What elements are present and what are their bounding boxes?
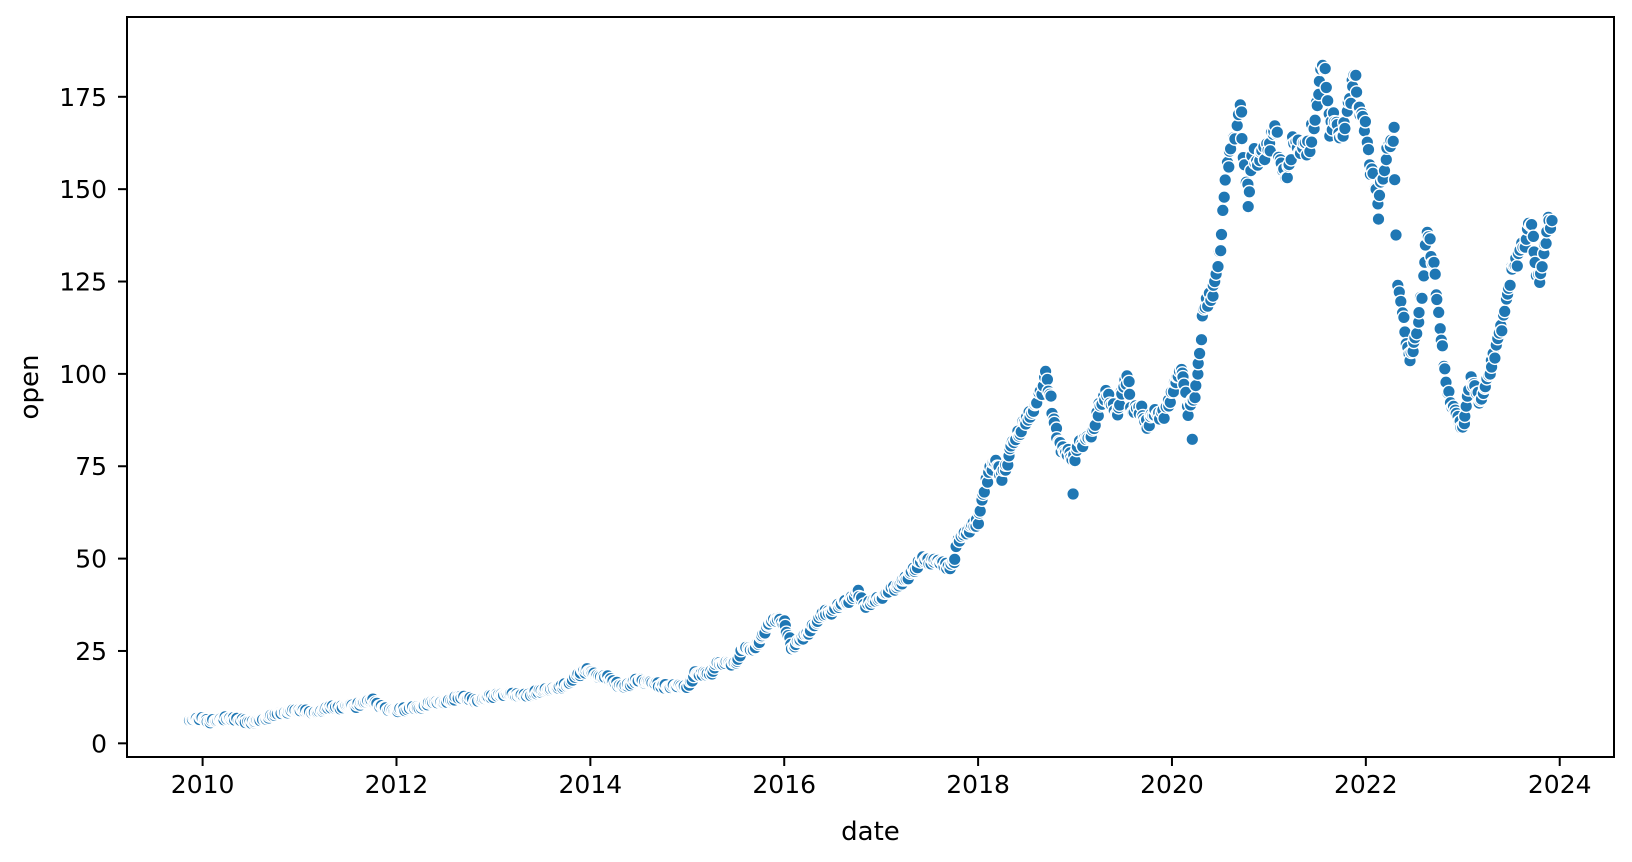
x-tick-label: 2020	[1140, 770, 1204, 799]
data-point	[1337, 121, 1352, 136]
data-point	[1426, 255, 1441, 270]
x-axis-ticks: 2010 2012 2014 2016 2018 2020 2022 2024	[171, 757, 1592, 799]
data-point	[1122, 374, 1137, 389]
data-point	[1379, 152, 1394, 167]
data-point	[1185, 432, 1200, 447]
data-point	[1437, 361, 1452, 376]
data-point	[1396, 310, 1411, 325]
x-tick-label: 2024	[1528, 770, 1592, 799]
y-tick-label: 100	[59, 360, 107, 389]
data-point	[1431, 305, 1446, 320]
data-point	[1234, 131, 1249, 146]
data-point	[1215, 203, 1230, 218]
data-point	[1318, 61, 1333, 76]
data-point	[1241, 199, 1256, 214]
data-point	[1386, 134, 1401, 149]
data-point	[1539, 236, 1554, 251]
data-point	[1387, 120, 1402, 135]
data-point	[1214, 227, 1229, 242]
data-point	[1526, 229, 1541, 244]
data-point	[1433, 321, 1448, 336]
data-point	[1358, 114, 1373, 129]
data-point	[1043, 389, 1058, 404]
data-point	[1242, 184, 1257, 199]
y-tick-label: 125	[59, 268, 107, 297]
data-point	[1194, 332, 1209, 347]
data-point	[1221, 159, 1236, 174]
y-tick-label: 0	[91, 729, 107, 758]
data-point	[1497, 304, 1512, 319]
data-point	[1416, 268, 1431, 283]
data-point	[1372, 188, 1387, 203]
data-point	[1544, 213, 1559, 228]
data-point	[1487, 351, 1502, 366]
data-point	[1188, 378, 1203, 393]
scatter-points	[182, 58, 1559, 731]
data-point	[1213, 243, 1228, 258]
data-point	[1361, 142, 1376, 157]
x-tick-label: 2014	[559, 770, 623, 799]
x-tick-label: 2018	[946, 770, 1010, 799]
data-point	[1192, 346, 1207, 361]
data-point	[1218, 172, 1233, 187]
x-tick-label: 2012	[365, 770, 429, 799]
y-axis-ticks: 0 25 50 75 100 125 150 175	[59, 83, 127, 758]
data-point	[1510, 259, 1525, 274]
data-point	[1409, 326, 1424, 341]
data-point	[1411, 305, 1426, 320]
y-tick-label: 150	[59, 175, 107, 204]
data-point	[1524, 217, 1539, 232]
data-point	[1348, 68, 1363, 83]
data-point	[1320, 93, 1335, 108]
data-point	[1308, 113, 1323, 128]
data-point	[1157, 411, 1172, 426]
data-point	[1393, 294, 1408, 309]
data-point	[1371, 212, 1386, 227]
data-point	[1040, 372, 1055, 387]
data-point	[1319, 80, 1334, 95]
data-point	[1217, 190, 1232, 205]
data-point	[1066, 487, 1081, 502]
data-point	[1435, 338, 1450, 353]
data-point	[1423, 231, 1438, 246]
data-point	[1535, 259, 1550, 274]
data-point	[1429, 292, 1444, 307]
data-point	[1428, 267, 1443, 282]
data-point	[1388, 227, 1403, 242]
data-point	[947, 552, 962, 567]
data-point	[1210, 259, 1225, 274]
data-point	[1122, 387, 1137, 402]
data-point	[1280, 170, 1295, 185]
x-tick-label: 2010	[171, 770, 235, 799]
x-tick-label: 2016	[752, 770, 816, 799]
y-tick-label: 75	[75, 452, 107, 481]
x-tick-label: 2022	[1334, 770, 1398, 799]
data-point	[1349, 85, 1364, 100]
data-point	[1270, 125, 1285, 140]
y-tick-label: 25	[75, 637, 107, 666]
y-tick-label: 175	[59, 83, 107, 112]
x-axis-label: date	[841, 817, 900, 847]
data-point	[1304, 135, 1319, 150]
data-point	[1187, 390, 1202, 405]
y-axis-label: open	[15, 355, 45, 420]
data-point	[1503, 278, 1518, 293]
data-point	[1234, 104, 1249, 119]
plot-border	[126, 16, 1615, 758]
y-tick-label: 50	[75, 545, 107, 574]
data-point	[1494, 323, 1509, 338]
data-point	[1414, 291, 1429, 306]
data-point	[1387, 172, 1402, 187]
